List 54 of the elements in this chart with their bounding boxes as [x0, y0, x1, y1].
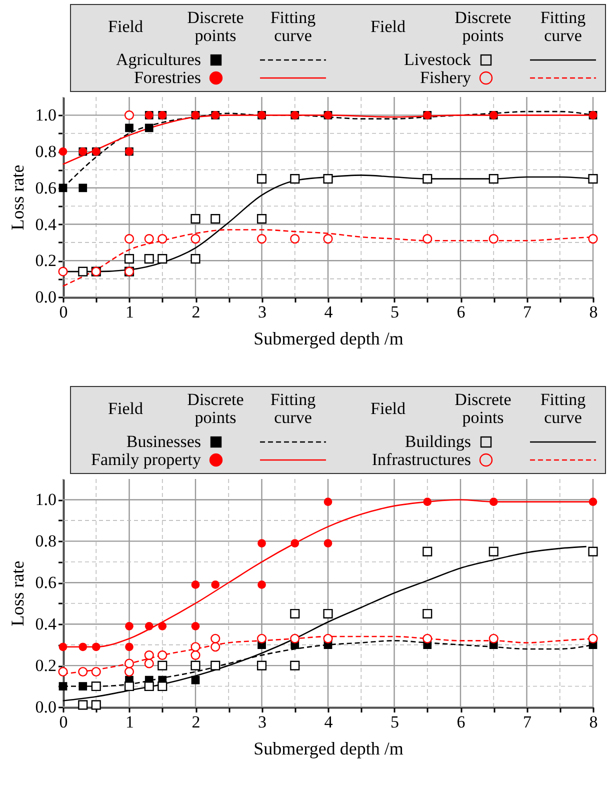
y-tick-label: 0.6 — [35, 573, 56, 592]
y-axis-title: Loss rate — [7, 560, 28, 626]
text: Fitting curve — [269, 8, 317, 47]
text: Field — [370, 399, 406, 418]
text: Fitting curve — [540, 390, 586, 427]
x-tick-label: 4 — [324, 302, 334, 322]
y-tick-label: 1.0 — [35, 490, 56, 510]
x-tick-label: 8 — [589, 712, 598, 732]
text: Discrete points — [186, 8, 245, 47]
x-axis-title: Submerged depth /m — [254, 738, 404, 758]
x-tick-label: 8 — [589, 302, 598, 322]
y-tick-label: 0.8 — [35, 532, 56, 551]
text: Fitting curve — [269, 390, 317, 429]
x-tick-label: 1 — [126, 712, 134, 732]
legend-label: Infrastructures — [372, 450, 471, 469]
y-tick-label: 0.8 — [35, 142, 56, 162]
legend-label: Family property — [90, 450, 201, 469]
legend-label: Buildings — [404, 432, 471, 451]
y-tick-label: 0.4 — [35, 214, 57, 234]
x-tick-label: 2 — [192, 302, 200, 322]
legend-label: Agricultures — [116, 50, 201, 69]
y-axis-title: Loss rate — [7, 164, 28, 230]
y-tick-label: 0.4 — [35, 614, 57, 634]
x-tick-label: 3 — [258, 302, 266, 322]
text: Discrete points — [454, 390, 512, 427]
x-tick-label: 4 — [324, 712, 334, 732]
y-tick-label: 0.2 — [35, 656, 56, 676]
x-tick-label: 3 — [258, 712, 266, 732]
x-tick-label: 6 — [456, 712, 466, 732]
text: Field — [107, 17, 144, 38]
x-axis-title: Submerged depth /m — [254, 328, 404, 348]
text: Field — [370, 17, 406, 36]
x-tick-label: 7 — [523, 302, 532, 322]
y-tick-label: 0.0 — [35, 698, 56, 716]
y-tick-label: 0.6 — [35, 178, 56, 198]
x-tick-label: 5 — [390, 712, 399, 732]
x-tick-label: 0 — [59, 302, 68, 322]
x-tick-label: 5 — [390, 302, 399, 322]
y-tick-label: 0.0 — [35, 288, 56, 306]
legend-label: Livestock — [404, 50, 471, 69]
x-tick-label: 2 — [192, 712, 200, 732]
text: Discrete points — [454, 8, 512, 45]
legend-label: Forestries — [134, 68, 201, 87]
legend-label: Fishery — [420, 68, 471, 87]
text: Fitting curve — [540, 8, 586, 45]
y-tick-label: 0.2 — [35, 251, 56, 270]
y-tick-label: 1.0 — [35, 106, 56, 125]
x-tick-label: 7 — [523, 712, 532, 732]
text: Field — [107, 399, 144, 420]
text: Discrete points — [186, 390, 245, 429]
legend-label: Businesses — [126, 432, 201, 451]
x-tick-label: 0 — [59, 712, 68, 732]
x-tick-label: 6 — [456, 302, 466, 322]
x-tick-label: 1 — [126, 302, 134, 322]
